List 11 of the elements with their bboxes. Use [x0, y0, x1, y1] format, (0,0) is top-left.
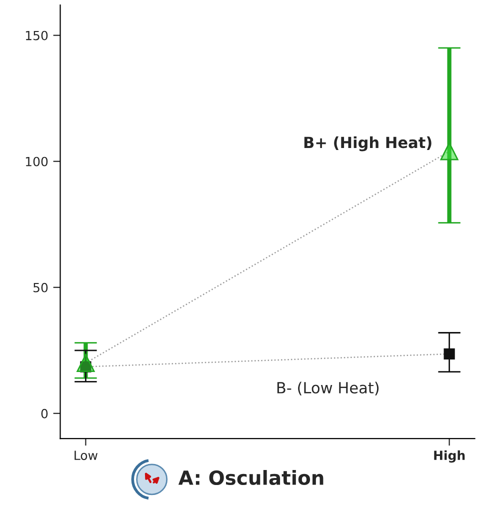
point — [76, 354, 95, 372]
y-tick-label: 0 — [41, 408, 48, 418]
series-label: B- (Low Heat) — [277, 382, 379, 396]
x-tick-label: Low — [74, 450, 98, 460]
x-tick-label: High — [434, 450, 465, 463]
y-tick-label: 50 — [34, 282, 48, 292]
text: A: Osculation — [178, 470, 324, 486]
y-tick-label: 150 — [26, 30, 48, 40]
series-label: B+ (High Heat) — [304, 136, 432, 152]
y-tick-label: 100 — [26, 156, 48, 166]
point — [444, 348, 455, 360]
